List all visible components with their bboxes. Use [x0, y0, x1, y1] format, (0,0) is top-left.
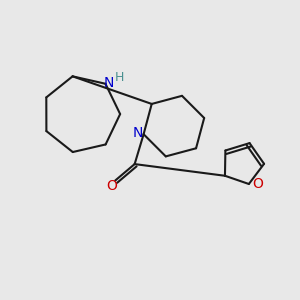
Text: H: H [115, 71, 124, 84]
Text: O: O [106, 179, 117, 194]
Text: N: N [133, 126, 143, 140]
Text: N: N [103, 76, 114, 90]
Text: O: O [252, 177, 263, 191]
